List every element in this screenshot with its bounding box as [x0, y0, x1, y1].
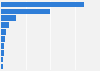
Bar — [1, 15, 16, 21]
Bar — [1, 50, 4, 56]
Bar — [1, 9, 50, 14]
Bar — [1, 57, 3, 62]
Bar — [1, 64, 3, 69]
Bar — [1, 22, 9, 28]
Bar — [1, 36, 5, 42]
Bar — [1, 29, 6, 35]
Bar — [1, 43, 4, 49]
Bar — [1, 2, 84, 7]
